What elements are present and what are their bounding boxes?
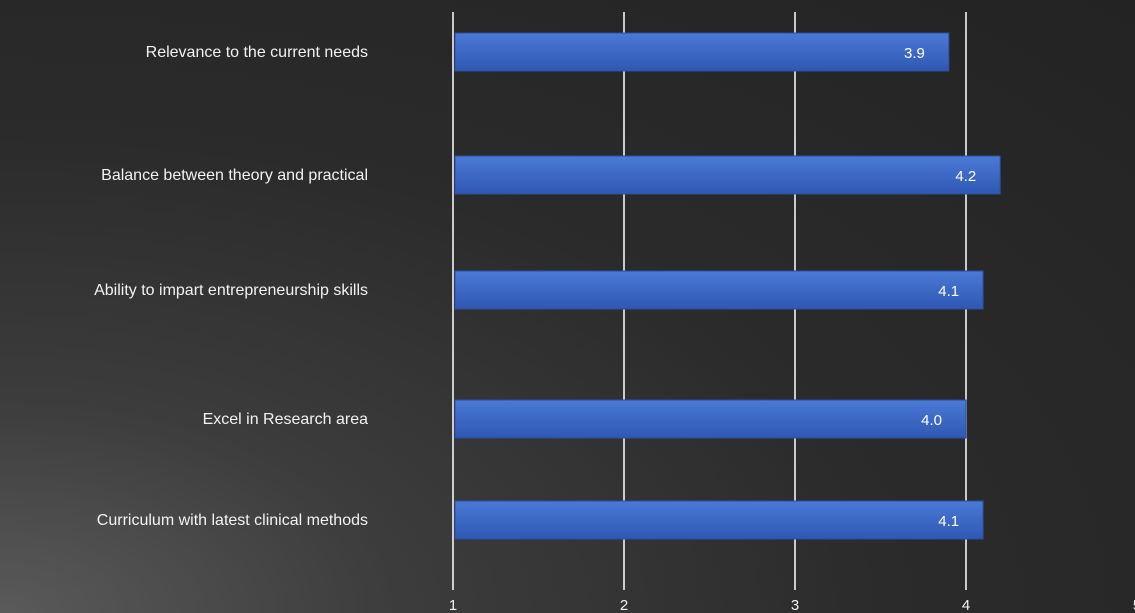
category-label-3: Ability to impart entrepreneurship skill… <box>94 282 368 299</box>
bars: 3.9 4.2 4.1 4.0 4.1 <box>454 32 1001 540</box>
category-label-5: Curriculum with latest clinical methods <box>97 512 368 529</box>
bar-1 <box>454 32 950 72</box>
x-axis-tick-labels: 1 2 3 4 5 <box>449 597 1135 613</box>
x-tick-label-2: 2 <box>620 597 628 613</box>
category-label-2: Balance between theory and practical <box>101 167 368 184</box>
data-label-3: 4.1 <box>938 283 959 300</box>
category-label-1: Relevance to the current needs <box>146 44 368 61</box>
x-tick-label-1: 1 <box>449 597 457 613</box>
data-label-1: 3.9 <box>904 45 925 62</box>
data-label-5: 4.1 <box>938 513 959 530</box>
category-labels: Relevance to the current needs Balance be… <box>94 44 368 529</box>
data-label-2: 4.2 <box>955 168 976 185</box>
x-tick-label-3: 3 <box>791 597 799 613</box>
bar-5 <box>454 500 984 540</box>
data-label-4: 4.0 <box>921 412 942 429</box>
bar-4 <box>454 399 967 439</box>
bar-2 <box>454 155 1001 195</box>
x-tick-label-4: 4 <box>962 597 970 613</box>
bar-3 <box>454 270 984 310</box>
category-label-4: Excel in Research area <box>203 411 369 428</box>
x-tick-label-5: 5 <box>1133 597 1135 613</box>
